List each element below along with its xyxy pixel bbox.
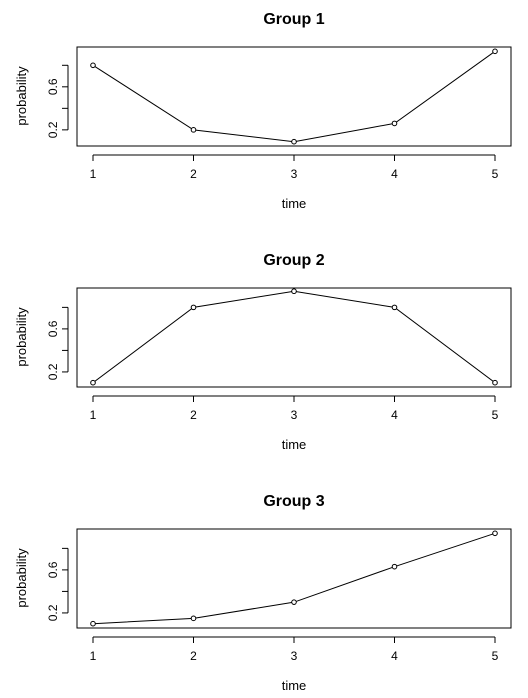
x-tick-label: 1 (90, 408, 97, 422)
x-axis-label: time (282, 437, 307, 452)
data-point (190, 127, 197, 133)
y-axis-label: probability (14, 66, 29, 126)
panel-group-2: Group 2 time probability 1 2 3 4 5 0.2 0.6 (14, 252, 512, 452)
x-tick-label: 5 (492, 167, 499, 181)
x-axis-label: time (282, 196, 307, 211)
chart-title: Group 2 (263, 252, 324, 269)
x-tick-label: 3 (291, 649, 298, 663)
plot-frame (76, 528, 512, 629)
x-tick-label: 2 (190, 408, 197, 422)
y-tick-label: 0.6 (46, 320, 60, 337)
data-point (391, 563, 398, 570)
plot-frame (76, 46, 512, 147)
chart-title: Group 1 (263, 11, 324, 28)
data-point (492, 379, 498, 386)
x-tick-label: 2 (190, 167, 197, 181)
data-point (291, 138, 297, 145)
x-tick-label: 3 (291, 408, 298, 422)
data-point (190, 615, 197, 622)
chart-title: Group 3 (263, 493, 324, 510)
y-axis-label: probability (14, 307, 29, 367)
x-tick-label: 3 (291, 167, 298, 181)
x-tick-label: 4 (391, 167, 398, 181)
series-line (92, 290, 496, 384)
y-tick-label: 0.2 (46, 121, 60, 138)
data-point (492, 530, 498, 537)
y-tick-label: 0.6 (46, 78, 60, 95)
data-point (90, 62, 96, 69)
data-point (291, 288, 297, 295)
x-tick-label: 4 (391, 649, 398, 663)
x-tick-label: 2 (190, 649, 197, 663)
data-point (291, 599, 297, 605)
data-point (190, 304, 197, 311)
data-point (391, 304, 398, 311)
x-tick-label: 1 (90, 167, 97, 181)
x-tick-label: 5 (492, 408, 499, 422)
x-tick-label: 4 (391, 408, 398, 422)
x-tick-label: 5 (492, 649, 499, 663)
y-tick-label: 0.2 (46, 604, 60, 621)
panel-group-3: Group 3 time probability 1 2 3 4 5 0.2 0.6 (14, 493, 512, 693)
data-point (90, 379, 96, 386)
data-point (391, 120, 398, 127)
y-tick-label: 0.6 (46, 561, 60, 578)
plot-frame (76, 287, 512, 388)
data-point (90, 620, 96, 627)
x-tick-label: 1 (90, 649, 97, 663)
x-axis-label: time (282, 678, 307, 693)
y-tick-label: 0.2 (46, 363, 60, 380)
series-line (92, 50, 496, 143)
series-line (92, 532, 496, 625)
panel-group-1: Group 1 time probability 1 2 3 4 5 0.2 0.6 (14, 11, 512, 211)
y-axis-label: probability (14, 548, 29, 608)
data-point (492, 48, 498, 55)
